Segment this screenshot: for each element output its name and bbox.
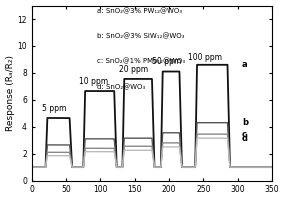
Text: d: d [242, 134, 248, 143]
Text: 10 ppm: 10 ppm [79, 77, 108, 86]
Text: a: a [242, 60, 247, 69]
Text: a: SnO₂@3% PW₁₂@WO₃: a: SnO₂@3% PW₁₂@WO₃ [97, 7, 182, 14]
Text: c: SnO₂@1% PMo₁₂@WO₃: c: SnO₂@1% PMo₁₂@WO₃ [97, 58, 185, 65]
Text: 50 ppm: 50 ppm [152, 57, 181, 66]
Text: d: SnO₂@WO₃: d: SnO₂@WO₃ [97, 83, 145, 90]
Text: 100 ppm: 100 ppm [188, 53, 222, 62]
Text: b: SnO₂@3% SiW₁₂@WO₃: b: SnO₂@3% SiW₁₂@WO₃ [97, 33, 184, 39]
Text: c: c [242, 130, 247, 139]
Y-axis label: Response (Rₐ/R₂): Response (Rₐ/R₂) [6, 55, 15, 131]
Text: b: b [242, 118, 248, 127]
Text: 5 ppm: 5 ppm [42, 104, 67, 113]
Text: 20 ppm: 20 ppm [119, 65, 148, 74]
